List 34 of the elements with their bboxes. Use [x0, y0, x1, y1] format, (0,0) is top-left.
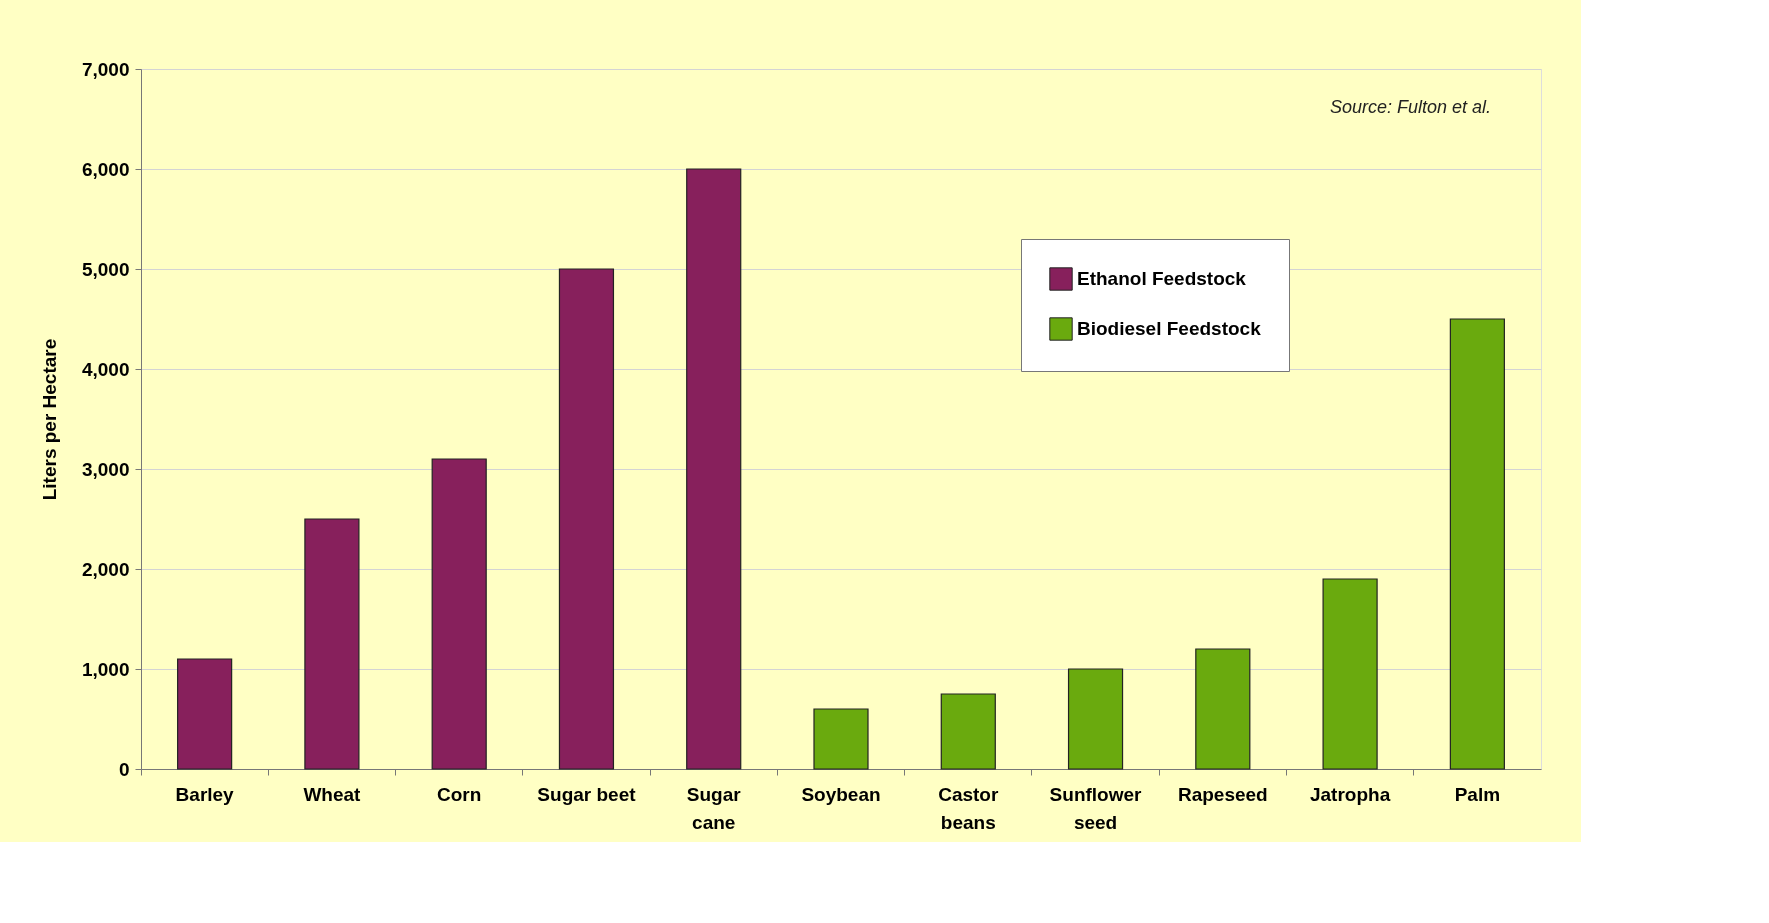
x-tick-label: Wheat: [303, 783, 362, 805]
x-tick-label: Sugar beet: [537, 783, 637, 805]
bar: [1195, 648, 1251, 770]
y-tick-label: 4,000: [81, 358, 130, 380]
annotation: Source: Fulton et al.: [1329, 97, 1491, 117]
bar: [940, 693, 996, 770]
x-tick-label: Barley: [175, 783, 235, 805]
bar: [177, 658, 233, 770]
x-tick-label: Jatropha: [1309, 783, 1391, 805]
bar: [431, 458, 487, 770]
x-tick-label: Corn: [437, 783, 482, 805]
y-tick-label: 5,000: [81, 258, 130, 280]
bar: [1449, 318, 1505, 770]
y-tick-label: 6,000: [81, 158, 130, 180]
bar: [1067, 668, 1124, 770]
x-tick-label: Castor beans: [938, 783, 999, 833]
x-tick-label: Palm: [1454, 783, 1501, 805]
legend-label: Biodiesel Feedstock: [1077, 318, 1262, 339]
bar: [813, 708, 869, 770]
y-axis-title: Liters per Hectare: [38, 338, 60, 501]
legend-label: Ethanol Feedstock: [1077, 268, 1247, 289]
x-tick-label: Soybean: [801, 783, 881, 805]
y-tick-label: 7,000: [81, 58, 130, 80]
x-tick-label: Sunflower seed: [1049, 783, 1143, 833]
y-tick-label: 3,000: [81, 458, 130, 480]
y-tick-label: 2,000: [81, 558, 130, 580]
x-tick-label: Rapeseed: [1177, 783, 1268, 805]
bar: [304, 518, 360, 770]
bar: [558, 268, 615, 770]
y-tick-label: 0: [118, 758, 130, 780]
bar: [1322, 578, 1378, 770]
x-tick-label: Sugar cane: [686, 783, 742, 833]
y-tick-label: 1,000: [81, 658, 130, 680]
bar: [686, 168, 742, 770]
